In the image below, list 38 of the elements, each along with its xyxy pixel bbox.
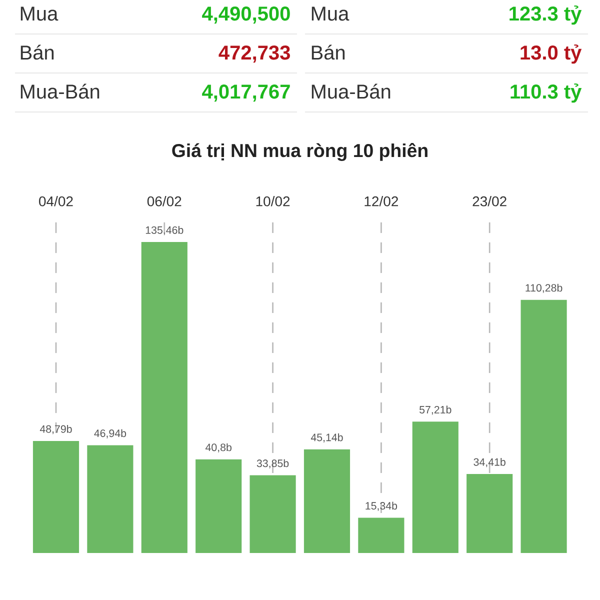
data-label: 135,46b	[146, 226, 184, 236]
x-tick-label: 12/02	[364, 196, 398, 206]
bar	[304, 449, 350, 554]
x-tick-label: 10/02	[256, 196, 290, 206]
text: Bán	[20, 44, 54, 60]
data-label: 15,34b	[366, 502, 398, 511]
text: Mua-Bán	[312, 84, 390, 99]
bar	[466, 474, 513, 554]
data-label: 57,21b	[419, 406, 452, 415]
data-label: 34,41b	[474, 458, 506, 468]
text: 4,490,500	[202, 6, 290, 24]
text: Mua	[312, 6, 350, 21]
data-label: 46,94b	[94, 429, 126, 438]
data-label: 33,85b	[256, 459, 289, 468]
text: 472,733	[218, 46, 290, 63]
data-label: 48,79b	[40, 424, 72, 434]
bar	[32, 441, 80, 554]
text: Mua	[20, 6, 58, 21]
chart-title: Giá trị NN mua ròng 10 phiên	[172, 143, 428, 161]
text: 110.3 tỷ	[510, 84, 582, 103]
x-tick-label: 23/02	[472, 196, 506, 206]
bar	[87, 445, 134, 554]
x-tick-label: 04/02	[39, 196, 73, 206]
data-label: 45,14b	[310, 433, 343, 442]
bar	[141, 242, 188, 554]
bar	[520, 300, 567, 554]
bar	[412, 422, 458, 554]
text: 13.0 tỷ	[520, 44, 582, 64]
bar	[358, 518, 404, 554]
data-label: 40,8b	[205, 443, 232, 452]
bar	[250, 475, 296, 554]
text: 123.3 tỷ	[510, 6, 582, 25]
x-tick-label: 06/02	[147, 196, 182, 206]
text: 4,017,767	[202, 84, 290, 102]
data-label: 110,28b	[526, 284, 562, 293]
bar	[196, 459, 242, 554]
text: Bán	[312, 44, 345, 60]
text: Mua-Bán	[20, 84, 100, 99]
